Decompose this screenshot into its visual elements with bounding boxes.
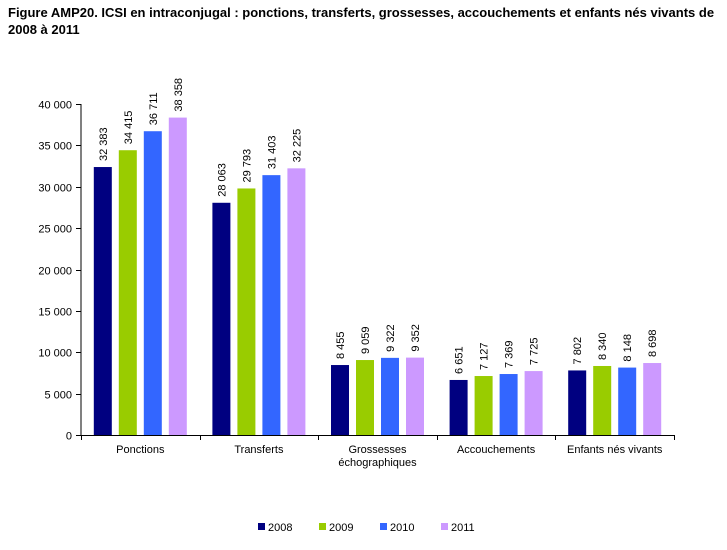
- bar-2009-4: [593, 365, 612, 435]
- y-tick-label: 15 000: [38, 307, 72, 319]
- y-tick-label: 35 000: [38, 141, 72, 153]
- legend-swatch-2009: [319, 523, 326, 530]
- data-label: 36 711: [148, 92, 160, 125]
- data-label: 9 059: [360, 327, 372, 355]
- bar-2008-0: [93, 167, 112, 435]
- x-tick-label: Enfants nés vivants: [567, 444, 663, 456]
- y-tick-label: 40 000: [38, 100, 72, 112]
- chart-legend: 2008 2009 2010 2011: [258, 522, 475, 534]
- bar-2010-2: [381, 357, 399, 435]
- chart-title: Figure AMP20. ICSI en intraconjugal : po…: [8, 5, 715, 37]
- x-tick-label-line: Transferts: [234, 444, 284, 456]
- bar-2010-4: [618, 367, 637, 435]
- bar-2009-1: [237, 188, 256, 435]
- y-tick-label: 20 000: [38, 266, 72, 278]
- data-label: 31 403: [266, 135, 278, 169]
- bar-2009-0: [118, 150, 137, 435]
- bar-2010-1: [262, 175, 281, 435]
- chart-axes: 0 5 000 10 000 15 000 20 000 25 000 30 000 35 0…: [38, 100, 675, 469]
- legend-label-2010: 2010: [390, 522, 414, 534]
- y-tick-label: 30 000: [38, 183, 72, 195]
- data-label: 7 127: [479, 342, 491, 370]
- data-label: 34 415: [123, 111, 135, 145]
- legend-swatch-2008: [258, 523, 265, 530]
- bar-2010-3: [499, 374, 518, 435]
- bar-2008-4: [568, 370, 587, 435]
- x-tick-label: Grossesses échographiques: [338, 444, 417, 469]
- bar-2011-1: [287, 168, 306, 435]
- bar-2010-0: [143, 131, 162, 435]
- x-tick-label-line: Grossesses: [348, 444, 407, 456]
- bar-2008-1: [212, 202, 231, 435]
- data-label: 8 455: [335, 332, 347, 360]
- data-label: 6 651: [454, 346, 466, 374]
- chart-bars: 32 383 34 415 36 711 38 358 28 063 29 793 31 4…: [93, 78, 662, 435]
- data-label: 32 225: [291, 129, 303, 163]
- x-tick-label-line: échographiques: [338, 457, 417, 469]
- bar-2011-4: [643, 363, 662, 435]
- data-label: 8 698: [647, 329, 659, 357]
- data-label: 9 322: [385, 324, 397, 352]
- data-label: 38 358: [173, 78, 185, 112]
- data-label: 9 352: [410, 324, 422, 352]
- bar-2011-0: [168, 117, 187, 435]
- x-tick-label-line: Enfants nés vivants: [567, 444, 663, 456]
- legend-label-2009: 2009: [329, 522, 353, 534]
- y-tick-label: 10 000: [38, 348, 72, 360]
- data-label: 8 148: [622, 334, 634, 362]
- x-tick-label-line: Ponctions: [116, 444, 165, 456]
- data-label: 28 063: [216, 163, 228, 197]
- x-tick-label: Transferts: [234, 444, 284, 456]
- x-tick-label: Accouchements: [457, 444, 536, 456]
- data-label: 7 369: [504, 340, 516, 368]
- data-label: 7 725: [529, 338, 541, 366]
- legend-label-2008: 2008: [268, 522, 292, 534]
- x-tick-label-line: Accouchements: [457, 444, 536, 456]
- x-tick-label: Ponctions: [116, 444, 165, 456]
- data-label: 29 793: [241, 149, 253, 183]
- data-label: 8 340: [597, 332, 609, 360]
- bar-2008-2: [331, 365, 349, 435]
- bar-2008-3: [449, 379, 468, 435]
- legend-swatch-2010: [380, 523, 387, 530]
- y-tick-label: 25 000: [38, 224, 72, 236]
- bar-2011-2: [406, 357, 424, 435]
- legend-swatch-2011: [441, 523, 448, 530]
- bar-2011-3: [524, 371, 543, 435]
- data-label: 32 383: [98, 127, 110, 161]
- y-tick-label: 5 000: [44, 390, 72, 402]
- bar-2009-2: [356, 360, 374, 435]
- data-label: 7 802: [572, 337, 584, 365]
- bar-2009-3: [474, 376, 493, 435]
- legend-label-2011: 2011: [451, 522, 475, 534]
- y-tick-label: 0: [66, 431, 72, 443]
